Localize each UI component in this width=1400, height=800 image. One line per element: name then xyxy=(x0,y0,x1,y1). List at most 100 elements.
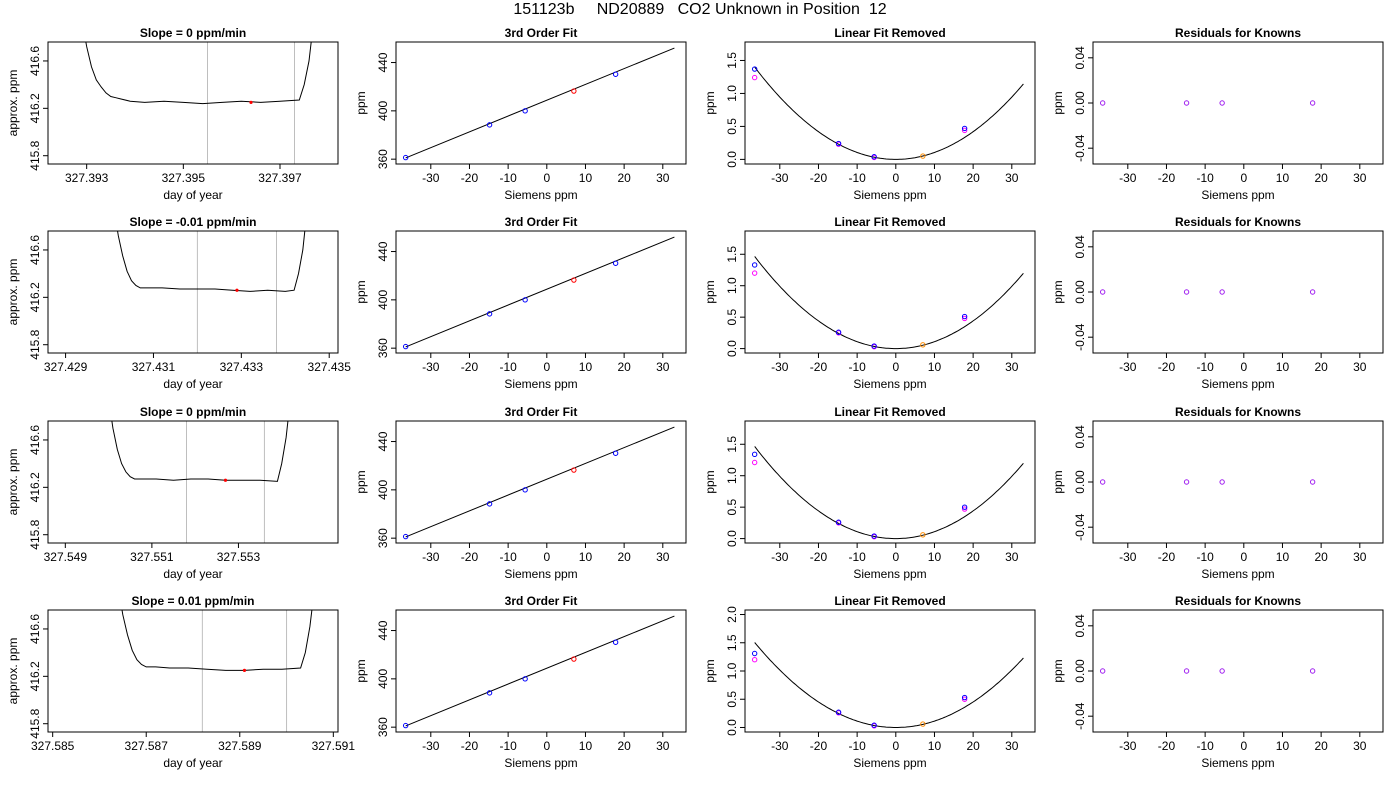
residual-point xyxy=(1099,479,1106,485)
plot-area xyxy=(751,256,1024,350)
known-point xyxy=(751,451,758,458)
y-tick-label: 0.0 xyxy=(725,719,739,736)
known-point xyxy=(486,122,493,128)
x-axis-label: day of year xyxy=(163,756,222,770)
panel-r1-c2: 3rd Order Fit -30 -20 -10 0 10 20 30 360 400 440 Si… xyxy=(354,26,687,202)
x-tick-label: 10 xyxy=(579,171,593,185)
panel-title: Slope = 0 ppm/min xyxy=(140,26,246,40)
known-point-alt xyxy=(961,127,968,134)
x-tick-label: 327.553 xyxy=(217,550,261,564)
x-tick-label: -10 xyxy=(1196,171,1214,185)
y-axis-label: approx. ppm xyxy=(6,259,20,326)
plot-area xyxy=(1099,289,1316,295)
plot-area xyxy=(121,610,313,673)
x-tick-label: 30 xyxy=(1353,171,1367,185)
panel-title: Slope = 0 ppm/min xyxy=(140,405,246,419)
x-tick-label: 30 xyxy=(656,550,670,564)
known-point-alt xyxy=(961,696,968,702)
plot-frame xyxy=(744,420,1036,544)
known-point xyxy=(612,450,619,456)
x-tick-label: 30 xyxy=(1005,171,1019,185)
x-tick-label: 20 xyxy=(1314,739,1328,753)
y-tick-label: 1.5 xyxy=(725,52,739,69)
x-tick-label: -10 xyxy=(848,739,866,753)
y-tick-label: 416.6 xyxy=(28,614,42,644)
known-point-alt xyxy=(961,506,968,512)
panel-title: Linear Fit Removed xyxy=(834,26,945,40)
plot-frame xyxy=(1092,420,1384,544)
known-point xyxy=(751,66,758,72)
panel-title: 3rd Order Fit xyxy=(505,26,578,40)
plot-area xyxy=(402,47,675,161)
x-axis-label: Siemens ppm xyxy=(504,756,577,770)
panel-title: Linear Fit Removed xyxy=(834,215,945,229)
y-axis-label: ppm xyxy=(1051,280,1065,303)
panel-r2-c3: Linear Fit Removed -30 -20 -10 0 10 20 30 0.0 0.5… xyxy=(703,215,1036,391)
known-point xyxy=(961,504,968,510)
x-tick-label: 10 xyxy=(928,360,942,374)
x-axis-label: Siemens ppm xyxy=(853,567,926,581)
known-point xyxy=(835,140,842,147)
plot-area xyxy=(751,66,1024,161)
x-axis-label: Siemens ppm xyxy=(853,377,926,391)
plot-frame xyxy=(1092,230,1384,354)
y-axis-label: approx. ppm xyxy=(6,449,20,516)
x-axis-label: Siemens ppm xyxy=(504,567,577,581)
x-tick-label: 0 xyxy=(892,360,899,374)
plot-area xyxy=(85,42,312,105)
plot-frame xyxy=(744,609,1036,733)
x-tick-label: 327.431 xyxy=(132,360,176,374)
x-tick-label: 20 xyxy=(617,550,631,564)
x-tick-label: -20 xyxy=(461,739,479,753)
trace-line xyxy=(117,231,306,292)
x-tick-label: 10 xyxy=(579,360,593,374)
x-tick-label: 20 xyxy=(617,171,631,185)
x-tick-label: 20 xyxy=(1314,360,1328,374)
x-tick-label: 20 xyxy=(1314,550,1328,564)
x-axis-label: Siemens ppm xyxy=(1201,756,1274,770)
x-tick-label: 30 xyxy=(656,171,670,185)
trace-line xyxy=(85,42,312,105)
known-point xyxy=(751,262,758,268)
plot-frame xyxy=(395,609,687,733)
unknown-point xyxy=(920,532,926,538)
y-axis-label: ppm xyxy=(703,659,717,682)
y-tick-label: 1.5 xyxy=(725,246,739,263)
x-tick-label: -20 xyxy=(1158,550,1176,564)
y-tick-label: 416.2 xyxy=(28,282,42,312)
x-tick-label: -20 xyxy=(461,360,479,374)
fit-line xyxy=(405,47,675,159)
x-tick-label: -20 xyxy=(810,739,828,753)
y-tick-label: 416.6 xyxy=(28,46,42,76)
x-tick-label: 0 xyxy=(892,550,899,564)
y-tick-label: 416.2 xyxy=(28,93,42,123)
y-axis-label: ppm xyxy=(1051,91,1065,114)
x-tick-label: -10 xyxy=(499,739,517,753)
y-tick-label: 1.0 xyxy=(725,662,739,679)
plot-area xyxy=(111,421,289,482)
y-tick-label: 416.6 xyxy=(28,425,42,455)
x-tick-label: 327.395 xyxy=(162,171,206,185)
y-axis-label: ppm xyxy=(354,91,368,114)
panel-r3-c1: Slope = 0 ppm/min 327.549 327.551 327.553 41… xyxy=(6,405,339,581)
x-tick-label: -30 xyxy=(1119,739,1137,753)
y-tick-label: 0.5 xyxy=(725,498,739,515)
x-tick-label: -30 xyxy=(422,550,440,564)
x-tick-label: 10 xyxy=(579,739,593,753)
y-tick-label: 400 xyxy=(376,290,390,310)
y-tick-label: 1.0 xyxy=(725,277,739,294)
y-tick-label: 1.0 xyxy=(725,467,739,484)
page-title: 151123b ND20889 CO2 Unknown in Position … xyxy=(513,1,887,18)
y-tick-label: 416.2 xyxy=(28,661,42,691)
known-point xyxy=(522,676,528,682)
y-tick-label: 416.2 xyxy=(28,472,42,502)
residual-point xyxy=(1099,668,1106,674)
x-tick-label: -30 xyxy=(422,739,440,753)
panel-r4-c4: Residuals for Knowns -30 -20 -10 0 10 20 30 -0.0… xyxy=(1051,594,1384,770)
known-point xyxy=(871,154,877,160)
y-tick-label: 1.5 xyxy=(725,634,739,651)
known-point xyxy=(835,329,842,335)
known-point xyxy=(402,343,409,350)
x-tick-label: 327.549 xyxy=(44,550,88,564)
x-axis-label: Siemens ppm xyxy=(504,377,577,391)
